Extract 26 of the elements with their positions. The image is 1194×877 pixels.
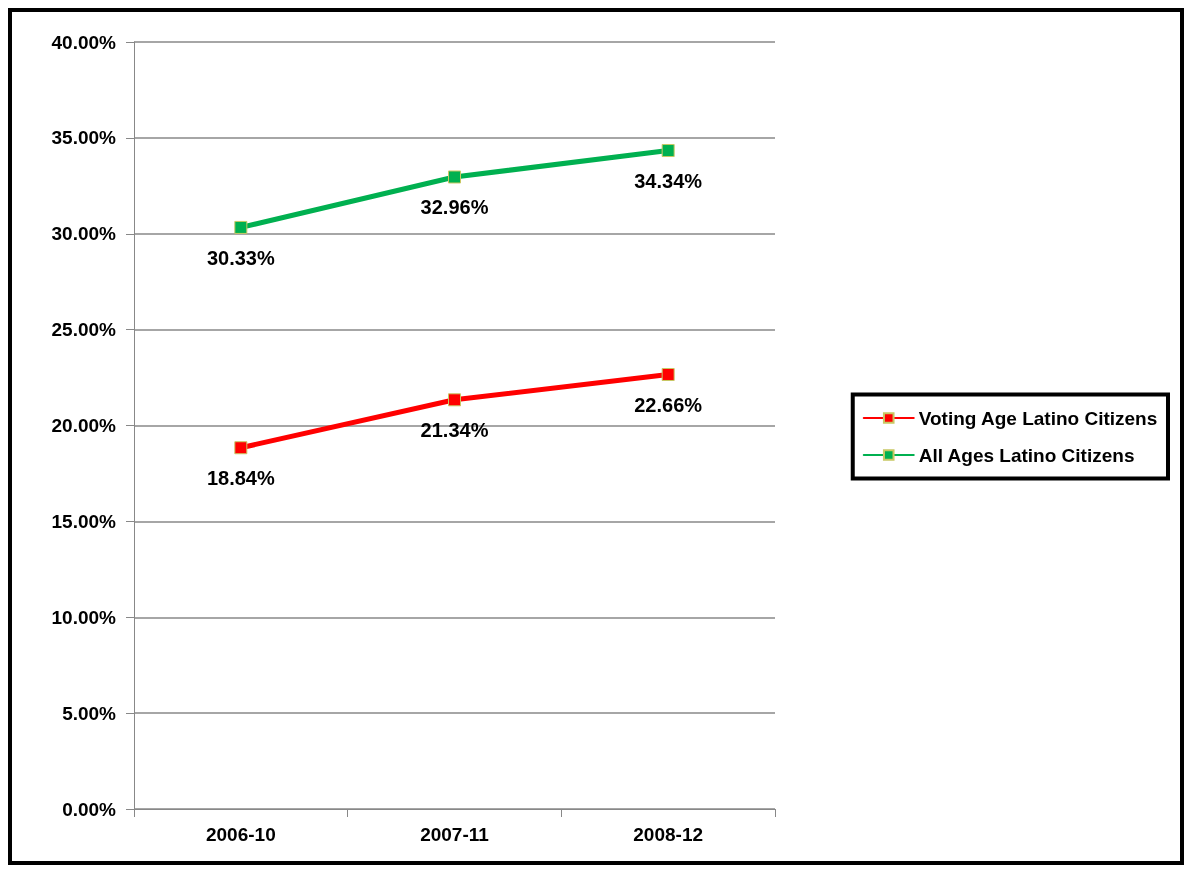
y-tick-label: 20.00% [51, 415, 117, 436]
data-label: 21.34% [420, 419, 489, 442]
data-label: 30.33% [206, 246, 275, 269]
data-label: 32.96% [420, 196, 489, 219]
data-label: 34.34% [634, 170, 703, 193]
y-tick-label: 35.00% [51, 127, 117, 149]
x-tick-label: 2007-11 [420, 824, 490, 845]
y-tick-label: 5.00% [62, 702, 117, 724]
data-label: 22.66% [634, 393, 703, 416]
point [448, 393, 461, 407]
point [448, 170, 461, 184]
legend-label: All Ages Latino Citizens [918, 444, 1135, 466]
y-tick-label: 0.00% [62, 798, 117, 820]
point [234, 441, 248, 455]
y-tick-label: 10.00% [51, 606, 117, 628]
point [661, 367, 675, 381]
legend-label: Voting Age Latino Citizens [918, 407, 1158, 429]
y-tick-label: 40.00% [51, 31, 117, 53]
point [234, 220, 248, 234]
x-tick-label: 2006-10 [205, 824, 276, 845]
y-tick-label: 25.00% [51, 319, 117, 341]
point [661, 144, 675, 158]
data-label: 18.84% [206, 467, 275, 490]
y-tick-label: 30.00% [51, 223, 117, 245]
y-tick-label: 15.00% [51, 510, 117, 532]
x-tick-label: 2008-12 [633, 824, 704, 845]
